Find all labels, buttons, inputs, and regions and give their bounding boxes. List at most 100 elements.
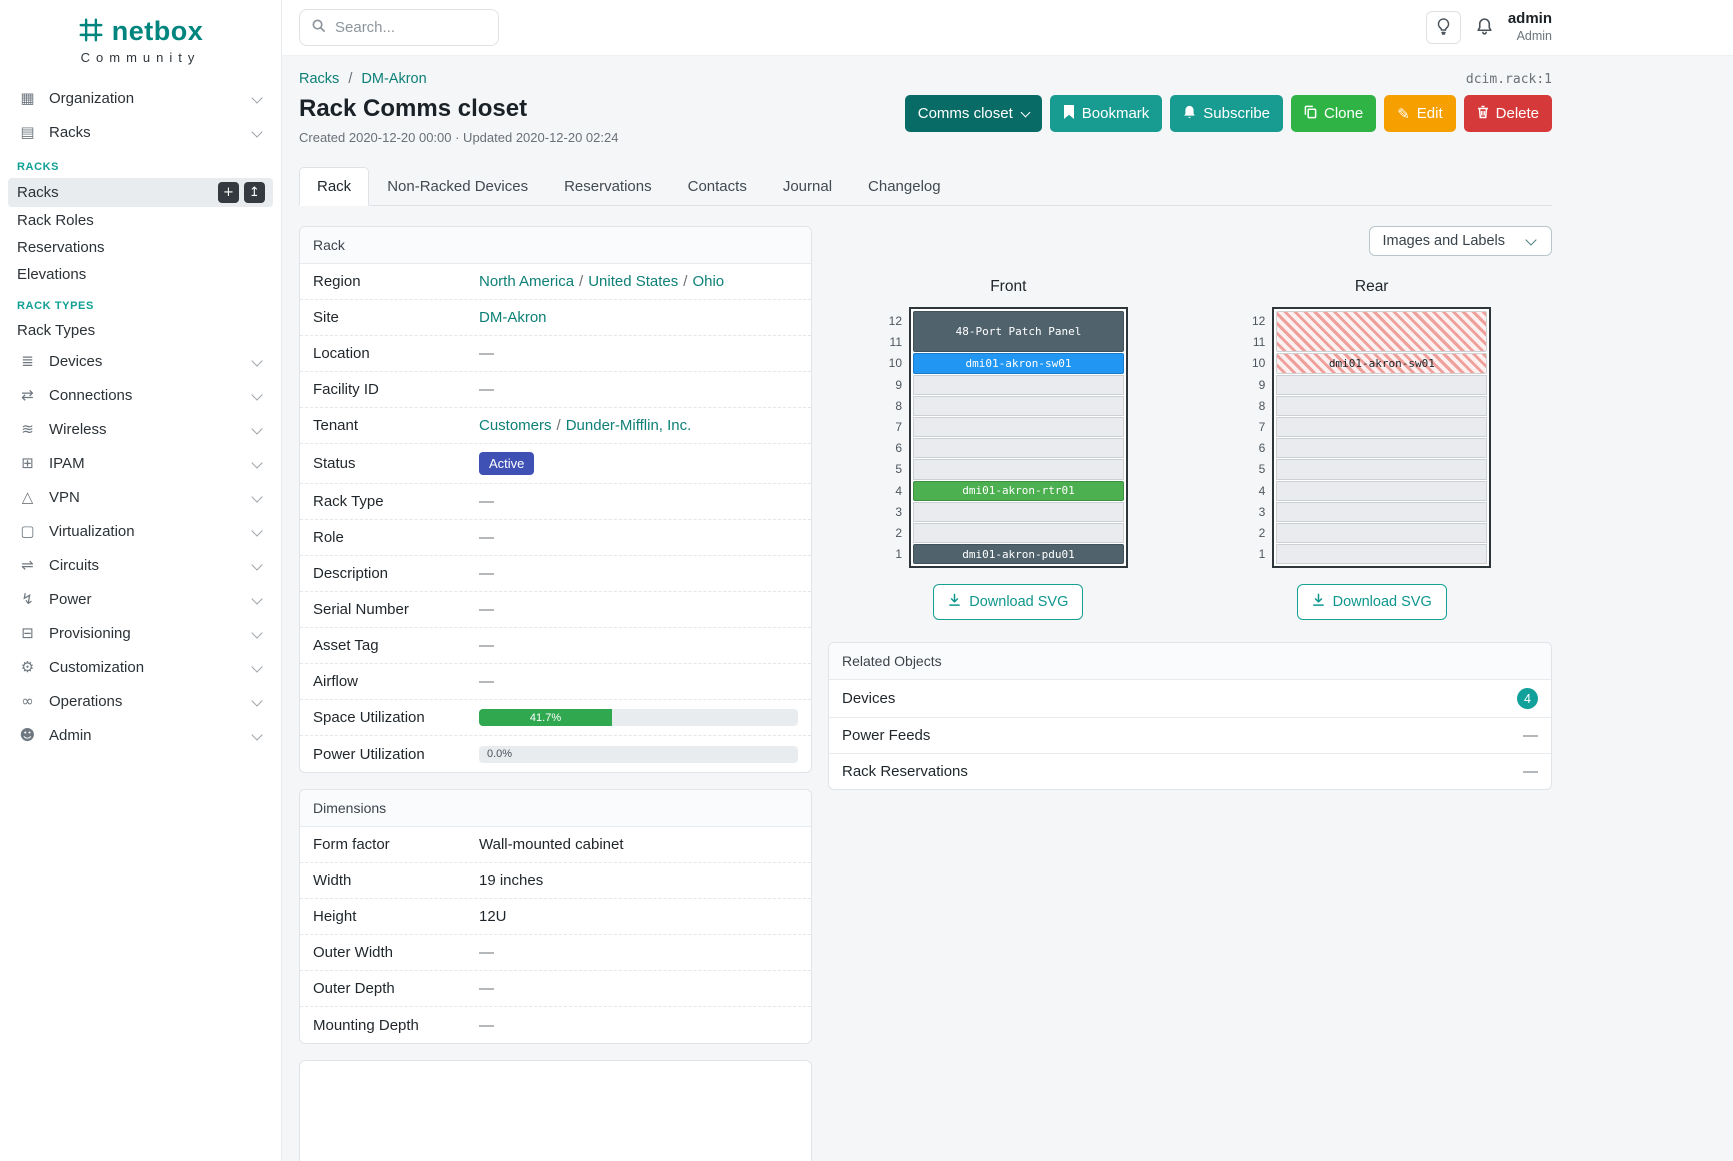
rack-unit-empty[interactable] <box>1276 416 1488 438</box>
sidebar-subitem-rack-types[interactable]: Rack Types <box>17 322 96 339</box>
device-router[interactable]: dmi01-akron-rtr01 <box>913 480 1124 501</box>
clone-button[interactable]: Clone <box>1291 95 1377 132</box>
sidebar-item-organization[interactable]: ▦ Organization <box>0 81 281 115</box>
region-link[interactable]: North America <box>479 273 575 290</box>
rack-unit-empty[interactable] <box>913 395 1124 416</box>
download-svg-front-button[interactable]: Download SVG <box>933 584 1084 621</box>
lightbulb-icon <box>1436 17 1451 38</box>
rack-unit-empty[interactable] <box>1276 438 1488 459</box>
tenant-link[interactable]: Dunder-Mifflin, Inc. <box>565 417 692 434</box>
rear-title: Rear <box>1354 278 1389 295</box>
import-racks-button[interactable]: ↥ <box>244 182 265 203</box>
bookmark-button[interactable]: Bookmark <box>1049 95 1163 132</box>
action-buttons: Comms closet Bookmark Subscribe <box>904 95 1552 132</box>
chevron-down-icon <box>251 92 263 104</box>
tenant-group-link[interactable]: Customers <box>479 417 552 434</box>
sidebar-item-power[interactable]: ↯ Power <box>0 582 281 616</box>
rack-unit-empty[interactable] <box>913 416 1124 438</box>
rack-elevations: Front 12 11 10 9 8 7 6 5 <box>828 278 1552 621</box>
region-row: Region North America / United States / O… <box>300 264 811 300</box>
sidebar-item-wireless[interactable]: ≋ Wireless <box>0 412 281 446</box>
sidebar-item-vpn[interactable]: △ VPN <box>0 480 281 514</box>
chevron-down-icon <box>251 661 263 673</box>
sidebar-item-circuits[interactable]: ⇌ Circuits <box>0 548 281 582</box>
chevron-down-icon <box>251 729 263 741</box>
sidebar-subitem-elevations[interactable]: Elevations <box>17 266 87 283</box>
rack-unit-empty[interactable] <box>1276 395 1488 416</box>
netbox-logo[interactable]: netbox Community <box>0 0 281 75</box>
rack-unit-empty[interactable] <box>1276 501 1488 522</box>
virtualization-icon: ▢ <box>20 522 35 540</box>
sidebar-item-operations[interactable]: ∞ Operations <box>0 684 281 718</box>
chevron-down-icon <box>251 559 263 571</box>
breadcrumb-site-link[interactable]: DM-Akron <box>361 71 427 87</box>
delete-button[interactable]: Delete <box>1463 95 1552 132</box>
tenant-row: Tenant Customers / Dunder-Mifflin, Inc. <box>300 408 811 444</box>
region-link[interactable]: Ohio <box>692 273 725 290</box>
sidebar-item-ipam[interactable]: ⊞ IPAM <box>0 446 281 480</box>
tab-non-racked-devices[interactable]: Non-Racked Devices <box>387 178 529 195</box>
sidebar-subitem-reservations[interactable]: Reservations <box>17 239 105 256</box>
rear-device-switch[interactable]: dmi01-akron-sw01 <box>1276 353 1488 374</box>
breadcrumb-racks-link[interactable]: Racks <box>299 71 340 87</box>
tab-changelog[interactable]: Changelog <box>868 178 941 195</box>
subscribe-button[interactable]: Subscribe <box>1170 95 1283 132</box>
sidebar-item-devices[interactable]: ≣ Devices <box>0 344 281 378</box>
caret-down-icon <box>1020 107 1031 117</box>
description-row: Description — <box>300 556 811 592</box>
tab-reservations[interactable]: Reservations <box>564 178 652 195</box>
pencil-icon: ✎ <box>1397 104 1410 123</box>
rack-unit-empty[interactable] <box>913 374 1124 395</box>
status-dropdown-button[interactable]: Comms closet <box>904 95 1042 132</box>
rack-unit-empty[interactable] <box>913 459 1124 480</box>
tab-contacts[interactable]: Contacts <box>687 178 747 195</box>
rack-unit-empty[interactable] <box>913 501 1124 522</box>
sidebar-item-connections[interactable]: ⇄ Connections <box>0 378 281 412</box>
user-menu[interactable]: admin Admin <box>1508 10 1552 44</box>
related-rack-reservations-row[interactable]: Rack Reservations — <box>829 753 1551 789</box>
sidebar: netbox Community ▦ Organization ▤ Racks … <box>0 0 282 1161</box>
sidebar-item-virtualization[interactable]: ▢ Virtualization <box>0 514 281 548</box>
device-switch[interactable]: dmi01-akron-sw01 <box>913 353 1124 374</box>
related-devices-row[interactable]: Devices 4 <box>829 680 1551 717</box>
related-power-feeds-row[interactable]: Power Feeds — <box>829 717 1551 753</box>
edit-button[interactable]: ✎ Edit <box>1384 95 1456 132</box>
page-title: Rack Comms closet <box>299 95 528 122</box>
sidebar-item-provisioning[interactable]: ⊟ Provisioning <box>0 616 281 650</box>
rack-unit-empty[interactable] <box>1276 522 1488 544</box>
logo-tagline: Community <box>80 50 201 65</box>
sidebar-item-customization[interactable]: ⚙ Customization <box>0 650 281 684</box>
created-updated-meta: Created 2020-12-20 00:00 · Updated 2020-… <box>299 130 619 145</box>
search-input[interactable] <box>335 19 475 36</box>
rear-patch-panel-units[interactable] <box>1276 311 1488 353</box>
rack-unit-empty[interactable] <box>1276 544 1488 565</box>
chevron-down-icon <box>251 457 263 469</box>
device-pdu[interactable]: dmi01-akron-pdu01 <box>913 544 1124 565</box>
site-link[interactable]: DM-Akron <box>479 309 547 326</box>
rack-unit-empty[interactable] <box>1276 374 1488 395</box>
sidebar-item-admin[interactable]: ☻ Admin <box>0 718 281 752</box>
tab-rack[interactable]: Rack <box>299 167 370 206</box>
notifications-button[interactable] <box>1476 17 1493 38</box>
front-rack-frame: 48-Port Patch Panel dmi01-akron-sw01 dmi… <box>909 307 1128 569</box>
add-rack-button[interactable]: + <box>218 182 239 203</box>
sidebar-subitem-rack-roles[interactable]: Rack Roles <box>17 212 94 229</box>
region-link[interactable]: United States <box>588 273 679 290</box>
elevation-view-select[interactable]: Images and Labels <box>1369 226 1552 256</box>
role-row: Role — <box>300 520 811 556</box>
sidebar-subitem-racks[interactable]: Racks + ↥ <box>8 178 273 207</box>
rack-unit-empty[interactable] <box>913 522 1124 544</box>
rack-unit-empty[interactable] <box>1276 480 1488 501</box>
sidebar-item-racks[interactable]: ▤ Racks <box>0 115 281 149</box>
tab-journal[interactable]: Journal <box>782 178 833 195</box>
search-box[interactable] <box>299 9 499 46</box>
rack-unit-empty[interactable] <box>1276 459 1488 480</box>
devices-icon: ≣ <box>21 352 34 370</box>
device-patch-panel[interactable]: 48-Port Patch Panel <box>913 311 1124 353</box>
download-svg-rear-button[interactable]: Download SVG <box>1296 584 1447 621</box>
chevron-down-icon <box>251 695 263 707</box>
rack-unit-empty[interactable] <box>913 438 1124 459</box>
facility-id-row: Facility ID — <box>300 372 811 408</box>
theme-toggle-button[interactable] <box>1425 11 1461 44</box>
front-unit-numbers: 12 11 10 9 8 7 6 5 4 3 <box>888 314 902 562</box>
